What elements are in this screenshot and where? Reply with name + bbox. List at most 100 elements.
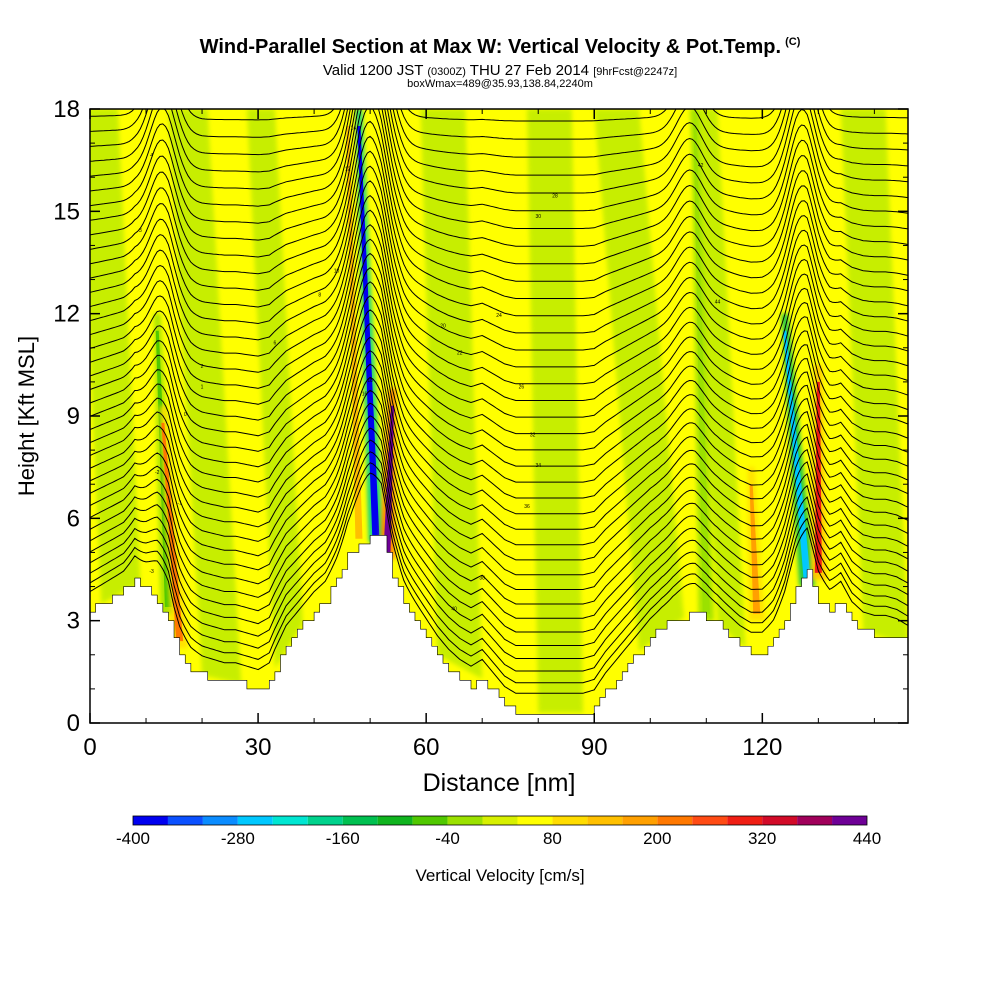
isentrope-line [90, 439, 908, 659]
colorbar-swatch [202, 816, 238, 825]
y-tick-label: 6 [67, 505, 80, 532]
isentrope-line [90, 322, 908, 530]
isentrope-label: 10 [334, 269, 340, 275]
isentrope-line [90, 462, 908, 684]
chart-title-text: Wind-Parallel Section at Max W: Vertical… [199, 36, 782, 58]
updraft-column-core [749, 484, 761, 614]
x-tick-label: 120 [742, 734, 782, 761]
colorbar-tick-label: -40 [435, 829, 460, 848]
colorbar-tick-label: 200 [643, 829, 671, 848]
isentrope-line [90, 295, 908, 499]
x-tick-label: 60 [413, 734, 440, 761]
isentrope-line [90, 336, 908, 546]
isentrope-label: 36 [524, 504, 530, 510]
colorbar-swatch [552, 816, 588, 825]
colorbar-swatch [307, 816, 343, 825]
isentrope-line [90, 472, 908, 694]
isentrope-label: 44 [715, 299, 721, 305]
colorbar-swatch [657, 816, 693, 825]
isentrope-label: 8 [318, 293, 321, 299]
y-tick-label: 9 [67, 403, 80, 430]
y-tick-label: 18 [53, 96, 80, 123]
colorbar-swatch [133, 816, 168, 825]
colorbar-swatch [237, 816, 273, 825]
updraft-column-core [346, 126, 363, 539]
colorbar-tick-label: 440 [853, 829, 881, 848]
terrain [90, 535, 908, 723]
isentrope-label: 14 [351, 125, 357, 131]
isentrope-line [90, 109, 908, 122]
isentrope-line [90, 350, 908, 561]
isentrope-line [90, 109, 908, 265]
isentrope-line [90, 109, 908, 194]
weak-downdraft-band [840, 109, 908, 645]
isentrope-line [90, 180, 908, 368]
updraft-column-core [814, 381, 822, 573]
isentrope-line [90, 238, 908, 435]
isentrope-line [90, 427, 908, 646]
isentrope-line [90, 281, 908, 483]
isentrope-label: 1 [201, 385, 204, 391]
y-tick-label: 15 [53, 198, 80, 225]
isentrope-line [90, 451, 908, 672]
box-info: boxWmax=489@35.93,138.84,2240m [407, 78, 593, 90]
colorbar-swatch [622, 816, 658, 825]
colorbar-label: Vertical Velocity [cm/s] [415, 866, 584, 885]
isentrope-line [90, 109, 908, 212]
valid-time: Valid 1200 JST [322, 62, 424, 79]
x-tick-label: 0 [83, 734, 96, 761]
isentrope-label: 38 [479, 576, 485, 582]
y-tick-label: 0 [67, 710, 80, 737]
isentrope-line [90, 75, 908, 103]
colorbar-swatch [377, 816, 413, 825]
downdraft-column-core [357, 126, 380, 536]
copyright-mark: (C) [785, 36, 801, 48]
isentrope-line [90, 267, 908, 467]
weak-downdraft-band [594, 109, 684, 652]
weak-downdraft-band [420, 109, 483, 679]
isentrope-layer [90, 75, 908, 694]
isentrope-label: 2 [201, 364, 204, 370]
isentrope-line [90, 109, 908, 229]
isentrope-line [90, 135, 908, 317]
isentrope-label: 28 [552, 194, 558, 200]
weak-downdraft-band [527, 109, 584, 713]
isentrope-label: 30 [535, 214, 541, 220]
colorbar-tick-label: -280 [221, 829, 255, 848]
colorbar-swatch [762, 816, 798, 825]
colorbar-swatch [692, 816, 728, 825]
isentrope-line [90, 224, 908, 418]
weak-downdraft-band [168, 109, 242, 684]
valid-date: THU 27 Feb 2014 [469, 62, 590, 79]
colorbar-swatch [832, 816, 867, 825]
colorbar-tick-label: -400 [116, 829, 150, 848]
isentrope-label: 0 [184, 412, 187, 418]
isentrope-label: -2 [155, 470, 160, 476]
colorbar-frame [132, 815, 868, 826]
valid-utc: (0300Z) [427, 66, 466, 78]
y-tick-label: 3 [67, 608, 80, 635]
x-tick-label: 90 [581, 734, 608, 761]
isentrope-label: 20 [440, 323, 446, 329]
isentrope-label: 24 [496, 313, 502, 319]
colorbar-swatch [447, 816, 483, 825]
colorbar-swatch [587, 816, 623, 825]
chart-subtitle: Valid 1200 JST (0300Z) THU 27 Feb 2014 [… [0, 62, 1000, 79]
isentrope-line [90, 389, 908, 605]
isentrope-line [90, 209, 908, 401]
isentrope-line [90, 252, 908, 451]
isentrope-label: -3 [149, 569, 154, 575]
isentrope-line [90, 109, 908, 282]
isentrope-label: 40 [451, 606, 457, 612]
colorbar-swatch [412, 816, 448, 825]
isentrope-line [90, 150, 908, 334]
weak-downdraft-band [246, 109, 303, 669]
colorbar-tick-label: 320 [748, 829, 776, 848]
x-tick-label: 30 [245, 734, 272, 761]
isentrope-line [90, 109, 908, 176]
plot-area: -3-2-10123468101214161820222426283032343… [90, 75, 908, 723]
colorbar-swatch [272, 816, 308, 825]
isentrope-line [90, 194, 908, 385]
isentrope-line [90, 165, 908, 351]
